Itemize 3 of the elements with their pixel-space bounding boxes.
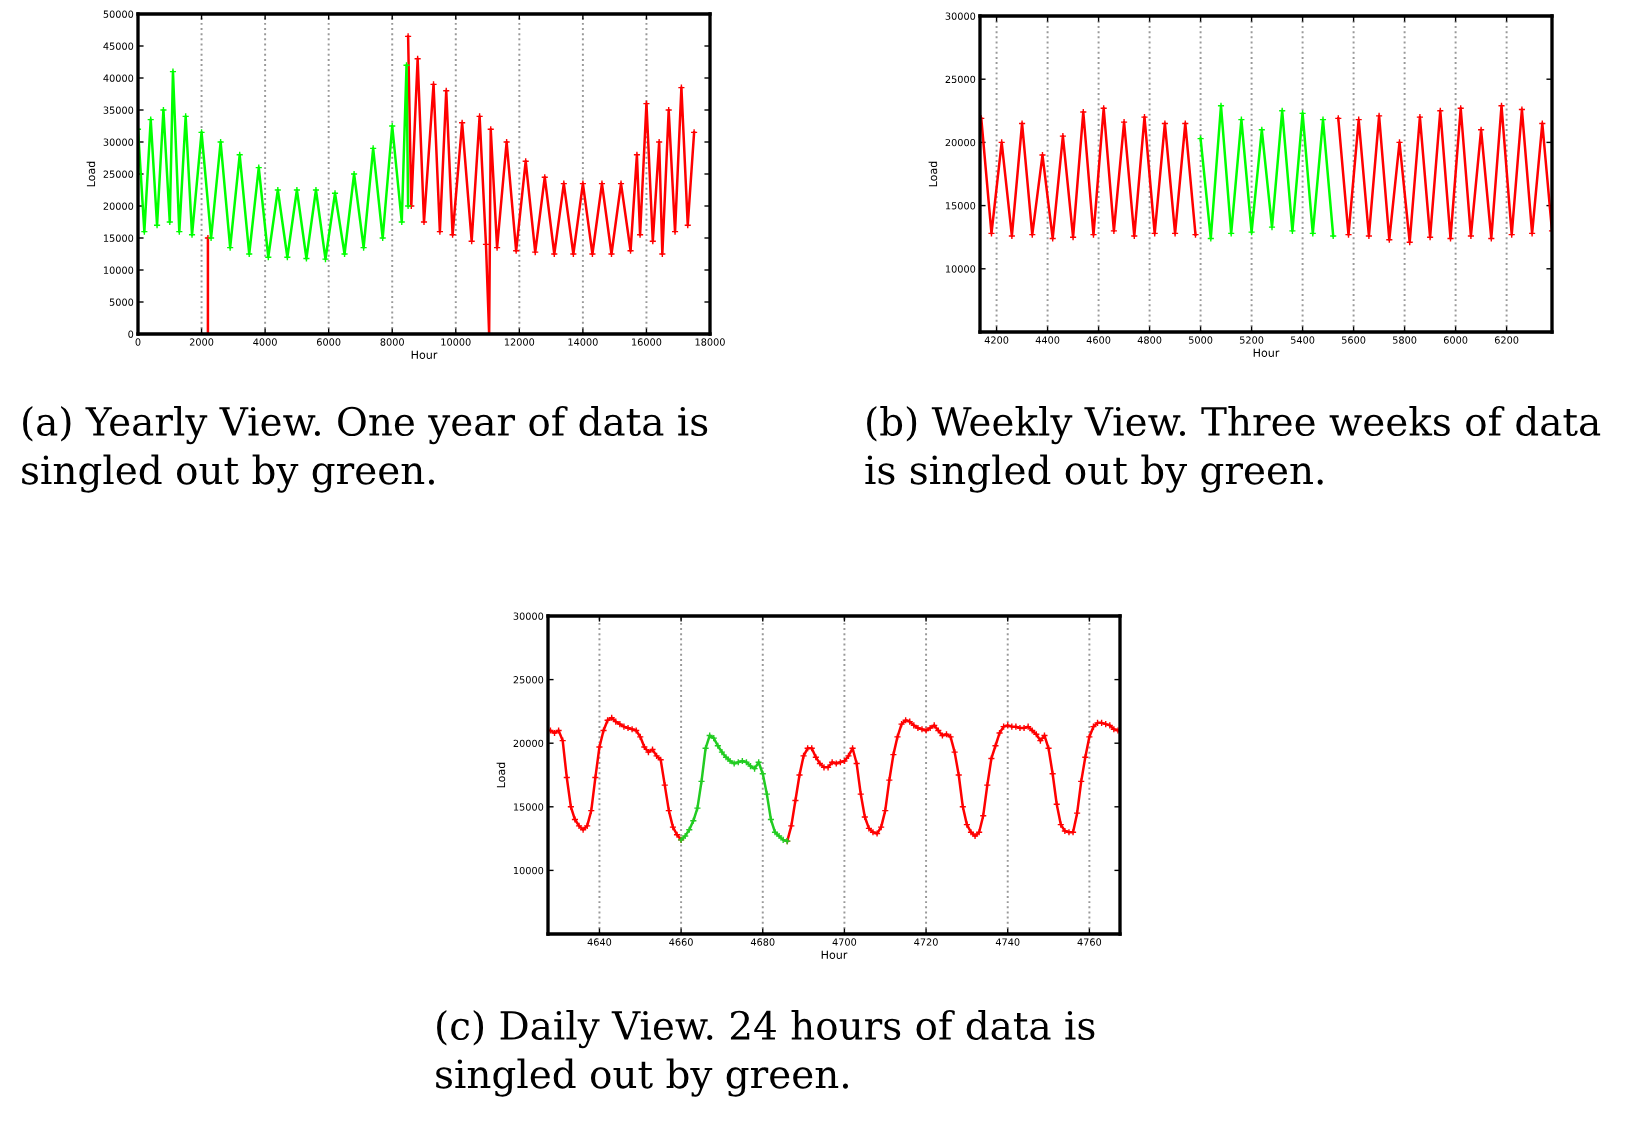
text: (b) Weekly View. Three weeks of data is singled out by green. [865,406,1601,493]
text: (a) Yearly View. One year of data is singled out by green. [22,406,708,493]
text: (c) Daily View. 24 hours of data is singled out by green. [436,1010,1095,1097]
